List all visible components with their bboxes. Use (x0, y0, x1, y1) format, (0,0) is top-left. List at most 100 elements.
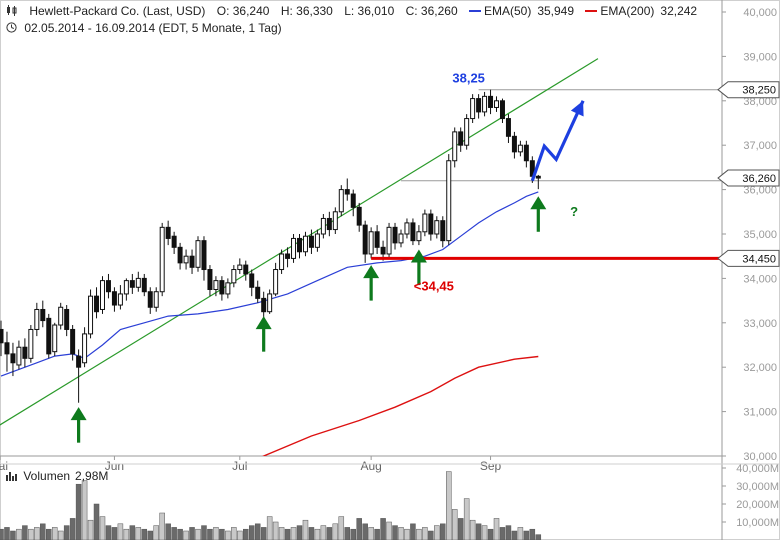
candle (117, 285, 123, 310)
volume-bar (284, 528, 291, 540)
volume-bar (272, 521, 279, 540)
candle-body (105, 280, 111, 293)
candle-body (58, 306, 64, 326)
close-value: C: 36,260 (405, 4, 458, 18)
question-mark: ? (570, 204, 578, 219)
volume-bar (165, 523, 171, 540)
candle-body (141, 277, 147, 293)
candle-body (207, 269, 213, 290)
volume-bar (386, 521, 392, 540)
candle (291, 234, 297, 263)
candle (141, 273, 147, 297)
candle (99, 276, 105, 314)
date-range: 02.05.2014 - 16.09.2014 (EDT, 5 Monate, … (24, 21, 282, 35)
candle (189, 249, 195, 274)
volume-bar (237, 530, 243, 540)
candle (88, 289, 94, 339)
volume-bar (207, 528, 213, 540)
candle (320, 214, 326, 239)
candle (22, 338, 28, 368)
candle (111, 287, 117, 312)
peak-label: 38,25 (452, 71, 485, 86)
candle-body (28, 328, 34, 359)
candle (135, 271, 141, 292)
volume-bar (99, 516, 106, 540)
up-arrow-head (363, 265, 380, 279)
candle-body (452, 131, 458, 162)
candle-body (0, 328, 4, 344)
candle (398, 229, 404, 248)
candle-body (297, 237, 302, 253)
candle (452, 127, 458, 168)
candle-body (488, 95, 494, 108)
price-tag: 38,250 (717, 81, 780, 99)
candle (273, 262, 279, 297)
volume-tick-label: 30,000M (736, 481, 779, 493)
candle (147, 287, 153, 314)
volume-bar (46, 528, 52, 540)
ema200-label: EMA(200) (600, 4, 655, 18)
candle-body (243, 264, 249, 275)
candle-body (476, 98, 482, 113)
candle (464, 114, 470, 150)
volume-header: Volumen 2,98M (6, 469, 116, 483)
volume-bar (326, 527, 333, 540)
volume-bar (4, 527, 10, 540)
candle (517, 140, 523, 157)
volume-bar (344, 527, 351, 540)
legend-ema50[interactable]: EMA(50) 35,949 (468, 4, 577, 18)
candle-body (46, 317, 52, 355)
candle (207, 265, 213, 297)
legend-ema200[interactable]: EMA(200) 32,242 (585, 4, 697, 18)
volume-bar (332, 523, 339, 540)
volume-bar (499, 527, 506, 540)
volume-icon (6, 470, 17, 481)
volume-bar (10, 530, 16, 540)
candle-body (428, 213, 434, 235)
candle-body (40, 308, 46, 322)
candle-body (517, 144, 523, 153)
candle (494, 96, 500, 112)
candle (0, 320, 4, 357)
volume-bar (248, 525, 255, 540)
volume-bar (314, 528, 321, 540)
candle-body (338, 189, 344, 213)
y-tick-label: 35,000 (743, 229, 777, 241)
candle-body (440, 220, 446, 242)
volume-bar (147, 530, 153, 540)
candle-body (314, 233, 320, 248)
candle-body (279, 253, 285, 271)
x-tick-label: Sep (480, 459, 502, 473)
candle-body (213, 280, 219, 290)
candle (368, 227, 374, 259)
candle-body (505, 118, 511, 137)
candle (428, 209, 434, 241)
ema50-swatch (468, 10, 481, 12)
candle-body (237, 264, 243, 271)
price-tag-box (717, 81, 780, 99)
volume-bar (135, 527, 142, 540)
price-tag: 34,450 (717, 249, 780, 267)
candle (422, 209, 428, 237)
volume-bar (201, 525, 207, 540)
candle-body (285, 253, 291, 259)
candle (201, 236, 207, 281)
forecast-arrow-head (570, 100, 584, 117)
candle-body (499, 100, 505, 120)
price-tag: 36,260 (717, 169, 780, 187)
candle-body (22, 346, 28, 359)
candle (386, 222, 392, 259)
volume-tick-label: 40,000M (736, 463, 779, 475)
candle-body (225, 282, 231, 295)
volume-bar (290, 527, 297, 540)
candle-body (380, 246, 386, 255)
up-arrow-icon (363, 265, 380, 301)
candle-body (261, 297, 267, 313)
candle (129, 273, 135, 294)
candle (458, 127, 464, 152)
candle-body (183, 255, 189, 264)
volume-bar (153, 525, 159, 540)
candle-body (165, 226, 171, 239)
candle-body (494, 100, 500, 108)
candle (404, 218, 410, 239)
